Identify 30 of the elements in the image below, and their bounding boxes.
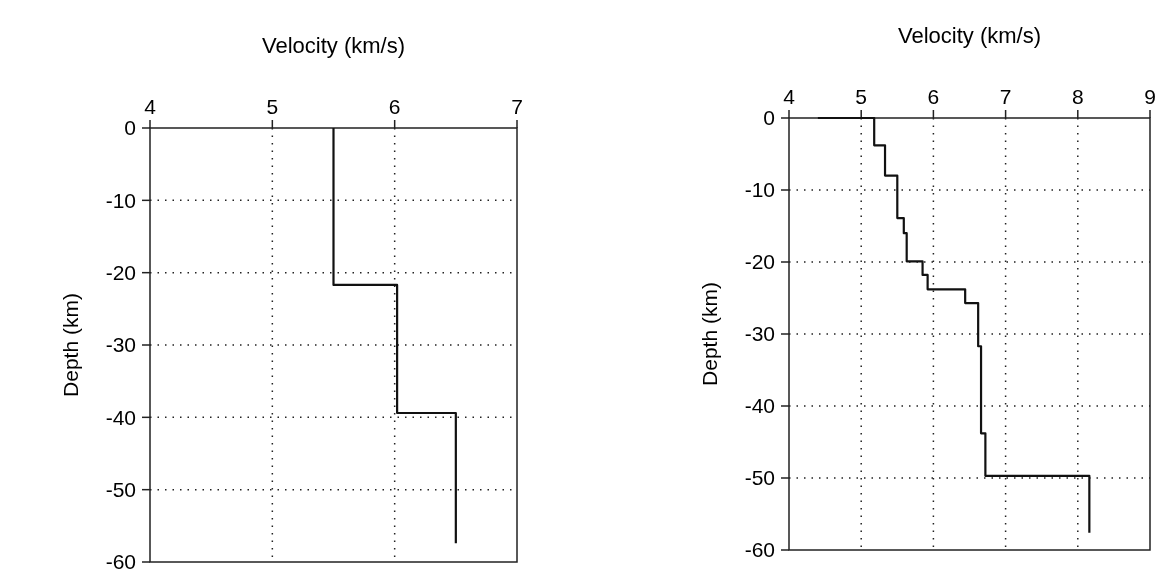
x-axis-title: Velocity (km/s) (261, 33, 406, 58)
y-tick-label: -60 (744, 538, 775, 562)
y-axis-title: Depth (km) (59, 293, 82, 397)
x-tick-label: 4 (144, 95, 157, 118)
y-tick-label: -30 (744, 322, 775, 346)
y-tick-label: -20 (105, 261, 136, 285)
x-tick-label: 7 (511, 95, 523, 118)
x-tick-label: 9 (1144, 85, 1156, 108)
y-tick-label: -50 (744, 466, 775, 490)
line-series (332, 126, 457, 545)
x-tick-label: 7 (999, 85, 1012, 108)
x-tick-label: 4 (783, 85, 796, 108)
x-tick-label: 5 (266, 95, 279, 118)
y-tick-label: -40 (105, 405, 136, 429)
y-tick-label: -50 (105, 478, 136, 502)
x-tick-label: 8 (1071, 85, 1084, 108)
y-tick-label: -60 (105, 550, 136, 574)
y-tick-label: -30 (105, 333, 136, 357)
y-axis-title: Depth (km) (698, 282, 721, 386)
x-tick-label: 6 (927, 85, 940, 108)
y-tick-label: -10 (105, 188, 136, 212)
y-tick-label: -10 (744, 178, 775, 202)
y-tick-label: 0 (763, 106, 775, 130)
y-tick-label: -20 (744, 250, 775, 274)
line-series (816, 116, 1091, 534)
y-tick-label: -40 (744, 394, 775, 418)
x-tick-label: 5 (855, 85, 868, 108)
y-tick-label: 0 (124, 116, 136, 140)
x-tick-label: 6 (388, 95, 401, 118)
x-axis-title: Velocity (km/s) (897, 23, 1042, 48)
